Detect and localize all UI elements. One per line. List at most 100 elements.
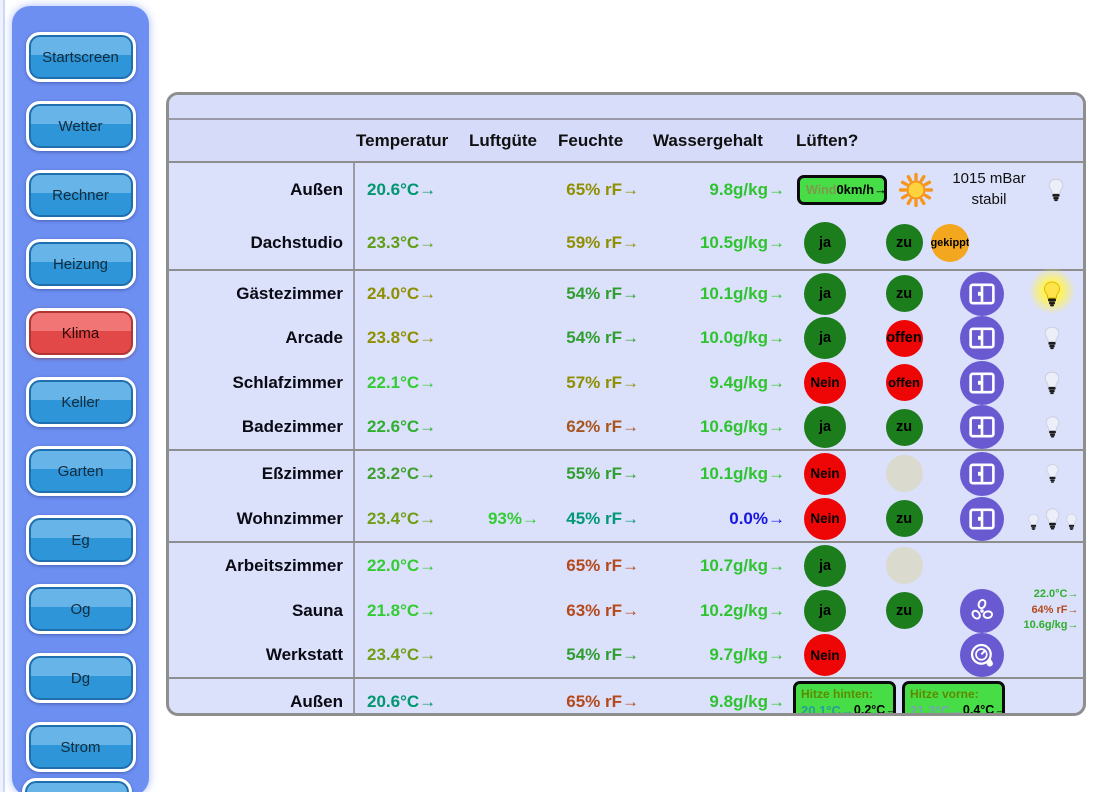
- sidebar-item-partial[interactable]: [22, 778, 132, 792]
- watercontent-value[interactable]: 9.8g/kg→: [709, 179, 785, 199]
- sidebar-item-klima[interactable]: Klima: [25, 308, 136, 358]
- vent-recommendation-badge[interactable]: Nein: [804, 361, 846, 404]
- sidebar-item-keller[interactable]: Keller: [25, 377, 136, 427]
- window-state-badge[interactable]: zu: [885, 408, 923, 446]
- temperature-value[interactable]: 24.0°C→: [367, 283, 437, 303]
- vent-recommendation-badge[interactable]: ja: [804, 544, 846, 587]
- window-state-badge[interactable]: zu: [885, 500, 923, 537]
- wind-speed-badge[interactable]: Wind 0km/h→: [797, 174, 888, 205]
- watercontent-value[interactable]: 10.0g/kg→: [699, 328, 785, 347]
- watercontent-value[interactable]: 9.4g/kg→: [709, 372, 785, 392]
- window-control-icon[interactable]: [960, 496, 1004, 541]
- watercontent-value[interactable]: 9.8g/kg→: [709, 692, 785, 711]
- temperature-value[interactable]: 22.6°C→: [367, 417, 437, 436]
- window-state-badge[interactable]: zu: [885, 275, 923, 312]
- sidebar-item-strom[interactable]: Strom: [25, 722, 136, 772]
- window-tilt-badge[interactable]: gekippt: [931, 223, 969, 262]
- window-state-badge[interactable]: zu: [885, 592, 923, 629]
- sidebar-item-rechner[interactable]: Rechner: [25, 170, 136, 220]
- humidity-value[interactable]: 65% rF→: [566, 179, 639, 199]
- temperature-value[interactable]: 22.1°C→: [367, 372, 437, 392]
- window-control-icon[interactable]: [960, 360, 1004, 405]
- section-living-rooms: Eßzimmer 23.2°C→ 55% rF→ 10.1g/kg→ Nein …: [169, 451, 1083, 543]
- vent-recommendation-badge[interactable]: ja: [804, 589, 846, 632]
- watercontent-value[interactable]: 0.0%→: [729, 508, 785, 528]
- humidity-value[interactable]: 65% rF→: [566, 555, 639, 575]
- window-state-badge[interactable]: zu: [885, 224, 923, 261]
- humidity-value[interactable]: 54% rF→: [566, 328, 639, 347]
- watercontent-value[interactable]: 10.2g/kg→: [699, 600, 785, 620]
- watercontent-value[interactable]: 10.1g/kg→: [699, 463, 785, 483]
- vent-recommendation-badge[interactable]: ja: [804, 317, 846, 359]
- window-state-badge[interactable]: [885, 455, 923, 492]
- sidebar-item-startscreen[interactable]: Startscreen: [25, 32, 136, 82]
- temperature-value[interactable]: 23.2°C→: [367, 463, 437, 483]
- temperature-value[interactable]: 21.8°C→: [367, 600, 437, 620]
- wind-value: 0km/h→: [836, 182, 888, 197]
- light-bulb-off[interactable]: [1043, 325, 1061, 351]
- window-control-icon[interactable]: [960, 451, 1004, 496]
- dehumidifier-gauge-icon[interactable]: [960, 633, 1004, 677]
- humidity-value[interactable]: 65% rF→: [566, 692, 639, 711]
- sauna-temp[interactable]: 22.0°C→: [1033, 587, 1079, 600]
- temperature-value[interactable]: 22.0°C→: [367, 555, 437, 575]
- light-bulb-off[interactable]: [1044, 507, 1061, 531]
- fan-icon[interactable]: [960, 588, 1004, 633]
- temperature-value[interactable]: 23.3°C→: [367, 232, 437, 252]
- light-bulb-off[interactable]: [1045, 463, 1060, 484]
- light-bulb-on[interactable]: [1042, 280, 1062, 308]
- light-bulb-off[interactable]: [1047, 177, 1065, 203]
- table-row-aussen-bottom: Außen 20.6°C→ 65% rF→ 9.8g/kg→ Hitze hin…: [169, 679, 1083, 716]
- section-upper-rooms: Gästezimmer 24.0°C→ 54% rF→ 10.1g/kg→ ja…: [169, 271, 1083, 451]
- light-bulb-off[interactable]: [1065, 513, 1078, 531]
- vent-recommendation-badge[interactable]: Nein: [804, 452, 846, 495]
- sidebar-item-eg[interactable]: Eg: [25, 515, 136, 565]
- sauna-watercontent[interactable]: 10.6g/kg→: [1023, 619, 1079, 632]
- heat-front-temp: 21.3°C→: [910, 703, 963, 716]
- window-state-badge[interactable]: offen: [885, 319, 923, 357]
- heat-front-badge[interactable]: Hitze vorne: 21.3°C→ 0.4°C→: [902, 681, 1007, 716]
- humidity-value[interactable]: 54% rF→: [566, 283, 639, 303]
- humidity-value[interactable]: 57% rF→: [566, 372, 639, 392]
- humidity-value[interactable]: 62% rF→: [566, 417, 639, 436]
- airquality-value[interactable]: 93%→: [487, 508, 539, 528]
- watercontent-value[interactable]: 10.6g/kg→: [699, 417, 785, 436]
- sidebar-item-wetter[interactable]: Wetter: [25, 101, 136, 151]
- temperature-value[interactable]: 23.4°C→: [367, 645, 437, 664]
- humidity-value[interactable]: 63% rF→: [566, 600, 639, 620]
- vent-recommendation-badge[interactable]: ja: [804, 221, 846, 264]
- watercontent-value[interactable]: 10.5g/kg→: [699, 232, 785, 252]
- sidebar-item-heizung[interactable]: Heizung: [25, 239, 136, 289]
- window-state-badge[interactable]: offen: [885, 364, 923, 401]
- light-bulb-off[interactable]: [1044, 415, 1061, 439]
- humidity-value[interactable]: 54% rF→: [566, 645, 639, 664]
- sauna-humidity[interactable]: 64% rF→: [1031, 603, 1079, 616]
- light-bulb-off[interactable]: [1027, 513, 1040, 531]
- temperature-value[interactable]: 23.4°C→: [367, 508, 437, 528]
- room-name: Außen: [169, 163, 355, 216]
- vent-recommendation-badge[interactable]: Nein: [804, 497, 846, 540]
- window-control-icon[interactable]: [960, 316, 1004, 360]
- sidebar-item-garten[interactable]: Garten: [25, 446, 136, 496]
- sauna-mini-readout[interactable]: 22.0°C→ 64% rF→ 10.6g/kg→: [1023, 587, 1078, 635]
- humidity-value[interactable]: 45% rF→: [566, 508, 639, 528]
- temperature-value[interactable]: 20.6°C→: [367, 692, 437, 711]
- vent-recommendation-badge[interactable]: ja: [804, 272, 846, 315]
- sidebar-item-og[interactable]: Og: [25, 584, 136, 634]
- watercontent-value[interactable]: 10.1g/kg→: [699, 283, 785, 303]
- vent-recommendation-badge[interactable]: Nein: [804, 634, 846, 676]
- window-control-icon[interactable]: [960, 271, 1004, 316]
- sidebar-item-dg[interactable]: Dg: [25, 653, 136, 703]
- temperature-value[interactable]: 20.6°C→: [367, 179, 437, 199]
- humidity-value[interactable]: 55% rF→: [566, 463, 639, 483]
- light-bulb-off[interactable]: [1043, 370, 1061, 396]
- column-header-lueften: Lüften?: [796, 131, 859, 150]
- window-state-badge[interactable]: [885, 547, 923, 584]
- watercontent-value[interactable]: 9.7g/kg→: [709, 645, 785, 664]
- watercontent-value[interactable]: 10.7g/kg→: [699, 555, 785, 575]
- temperature-value[interactable]: 23.8°C→: [367, 328, 437, 347]
- window-control-icon[interactable]: [960, 405, 1004, 449]
- heat-rear-badge[interactable]: Hitze hinten: 20.1°C→ 0.2°C→: [793, 681, 898, 713]
- humidity-value[interactable]: 59% rF→: [566, 232, 639, 252]
- vent-recommendation-badge[interactable]: ja: [804, 406, 846, 448]
